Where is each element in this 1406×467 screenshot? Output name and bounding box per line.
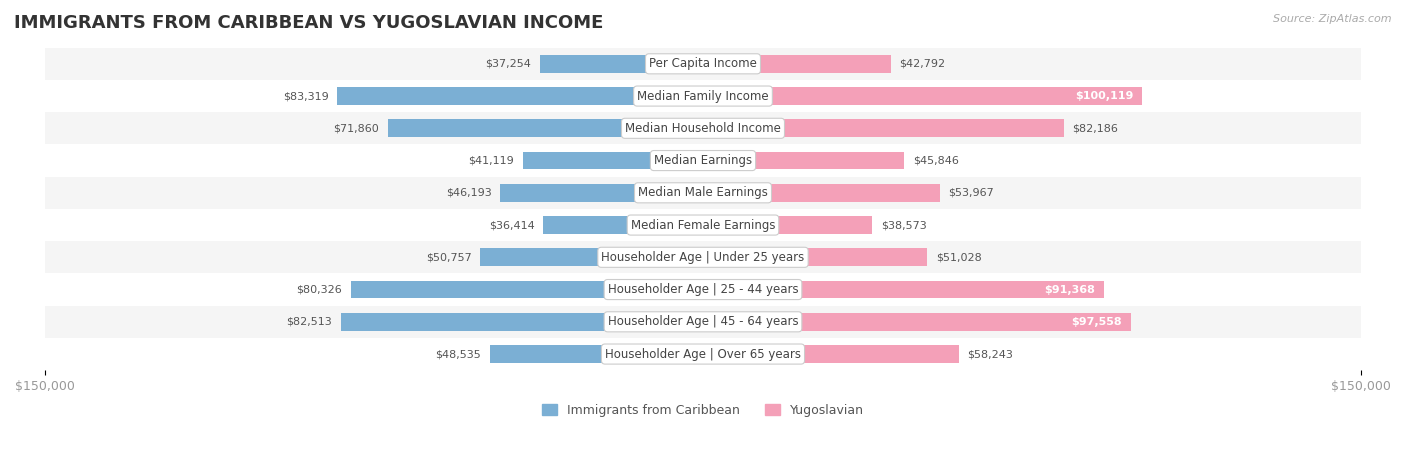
Text: Householder Age | Under 25 years: Householder Age | Under 25 years: [602, 251, 804, 264]
Text: $45,846: $45,846: [912, 156, 959, 166]
Text: Median Earnings: Median Earnings: [654, 154, 752, 167]
Text: Median Male Earnings: Median Male Earnings: [638, 186, 768, 199]
Text: $48,535: $48,535: [436, 349, 481, 359]
Text: $46,193: $46,193: [446, 188, 492, 198]
Bar: [337, 87, 703, 105]
Bar: [388, 120, 703, 137]
Text: Householder Age | 25 - 44 years: Householder Age | 25 - 44 years: [607, 283, 799, 296]
Text: $38,573: $38,573: [882, 220, 927, 230]
Text: $91,368: $91,368: [1045, 284, 1095, 295]
Text: $100,119: $100,119: [1076, 91, 1133, 101]
Text: $71,860: $71,860: [333, 123, 380, 133]
Text: $42,792: $42,792: [900, 59, 946, 69]
Text: Source: ZipAtlas.com: Source: ZipAtlas.com: [1274, 14, 1392, 24]
FancyBboxPatch shape: [45, 338, 1361, 370]
Bar: [543, 216, 703, 234]
Text: Per Capita Income: Per Capita Income: [650, 57, 756, 71]
Bar: [703, 152, 904, 170]
Bar: [481, 248, 703, 266]
Text: $50,757: $50,757: [426, 252, 471, 262]
FancyBboxPatch shape: [45, 177, 1361, 209]
Bar: [342, 313, 703, 331]
Text: $83,319: $83,319: [283, 91, 329, 101]
Bar: [491, 345, 703, 363]
Bar: [703, 248, 927, 266]
Text: $41,119: $41,119: [468, 156, 513, 166]
Text: Median Family Income: Median Family Income: [637, 90, 769, 103]
FancyBboxPatch shape: [45, 112, 1361, 144]
Text: Median Female Earnings: Median Female Earnings: [631, 219, 775, 232]
Text: $80,326: $80,326: [297, 284, 342, 295]
Text: Median Household Income: Median Household Income: [626, 122, 780, 135]
Bar: [540, 55, 703, 73]
Legend: Immigrants from Caribbean, Yugoslavian: Immigrants from Caribbean, Yugoslavian: [537, 399, 869, 422]
Text: Householder Age | Over 65 years: Householder Age | Over 65 years: [605, 347, 801, 361]
Text: $36,414: $36,414: [489, 220, 534, 230]
FancyBboxPatch shape: [45, 144, 1361, 177]
Text: IMMIGRANTS FROM CARIBBEAN VS YUGOSLAVIAN INCOME: IMMIGRANTS FROM CARIBBEAN VS YUGOSLAVIAN…: [14, 14, 603, 32]
Bar: [703, 120, 1063, 137]
FancyBboxPatch shape: [45, 80, 1361, 112]
FancyBboxPatch shape: [45, 306, 1361, 338]
Text: Householder Age | 45 - 64 years: Householder Age | 45 - 64 years: [607, 315, 799, 328]
FancyBboxPatch shape: [45, 209, 1361, 241]
Bar: [703, 184, 939, 202]
Bar: [703, 87, 1142, 105]
Bar: [703, 345, 959, 363]
Text: $58,243: $58,243: [967, 349, 1014, 359]
Text: $53,967: $53,967: [949, 188, 994, 198]
Bar: [523, 152, 703, 170]
Text: $97,558: $97,558: [1071, 317, 1122, 327]
Bar: [703, 313, 1130, 331]
Text: $82,513: $82,513: [287, 317, 332, 327]
Text: $51,028: $51,028: [935, 252, 981, 262]
Bar: [703, 216, 872, 234]
FancyBboxPatch shape: [45, 241, 1361, 274]
Text: $37,254: $37,254: [485, 59, 531, 69]
Bar: [703, 55, 891, 73]
Text: $82,186: $82,186: [1073, 123, 1118, 133]
FancyBboxPatch shape: [45, 48, 1361, 80]
Bar: [501, 184, 703, 202]
Bar: [703, 281, 1104, 298]
FancyBboxPatch shape: [45, 274, 1361, 306]
Bar: [350, 281, 703, 298]
